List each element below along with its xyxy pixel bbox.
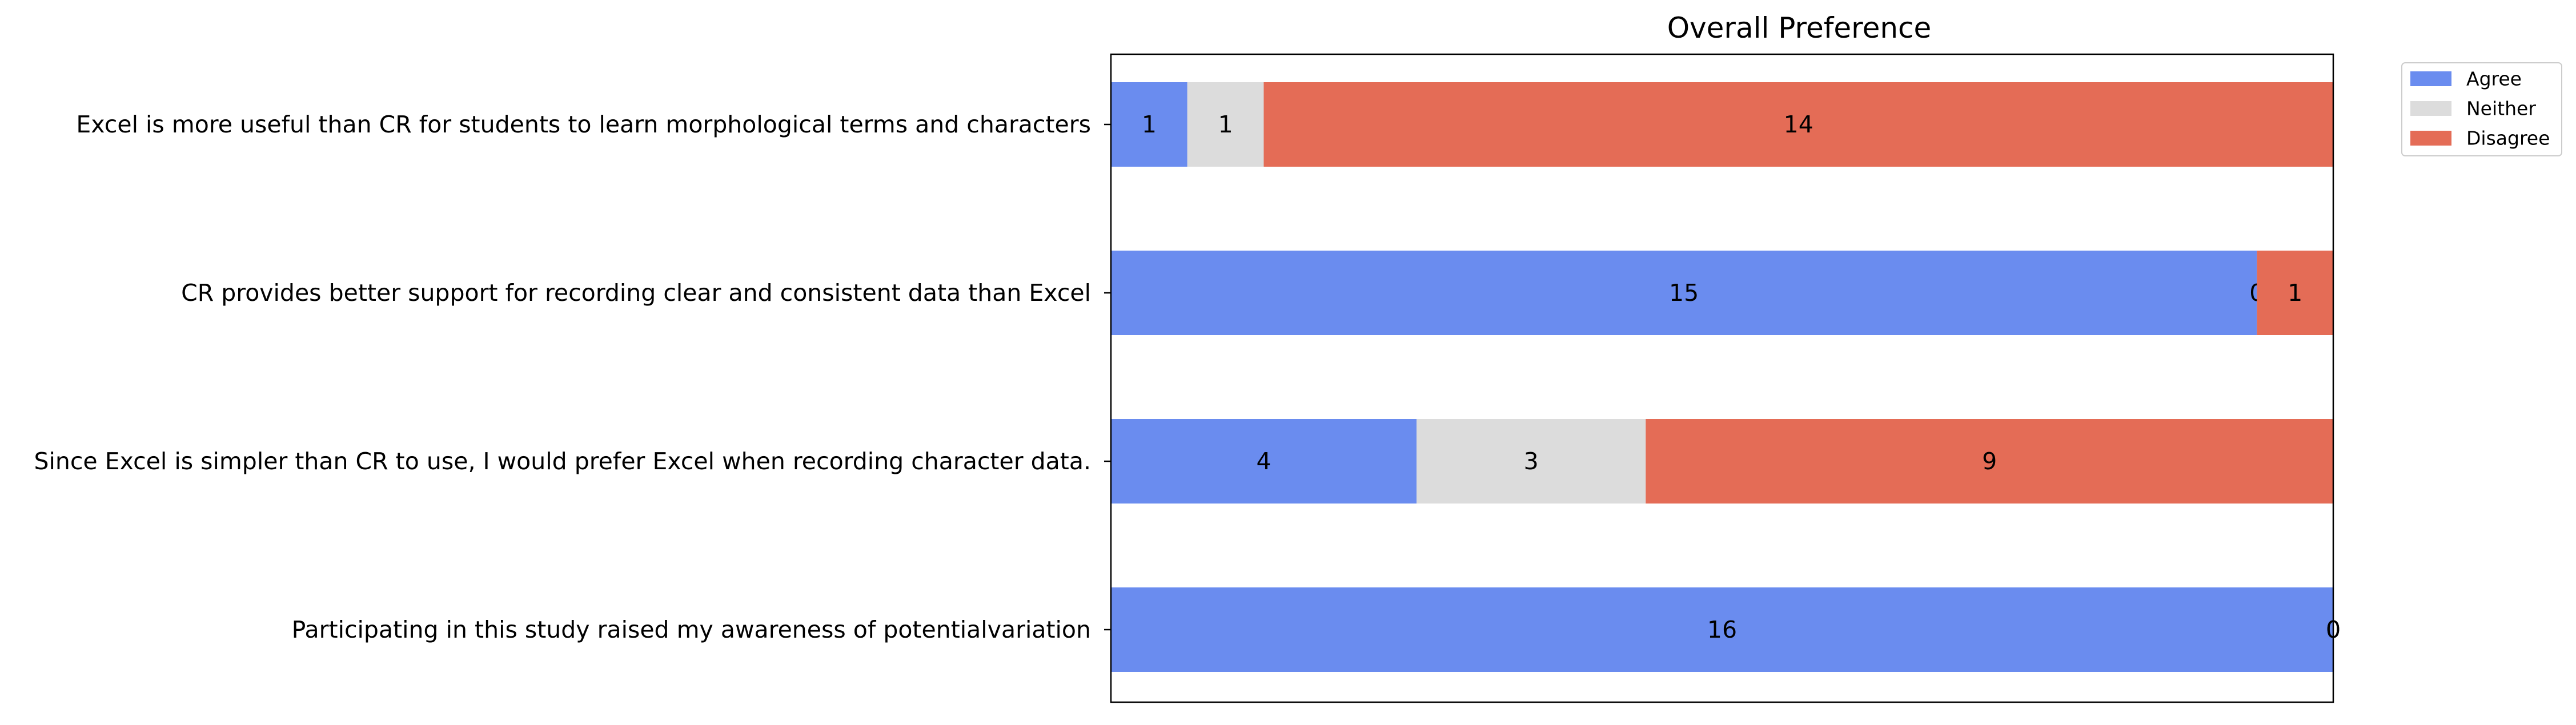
category-label-1: Excel is more useful than CR for student… [76,111,1091,138]
bar-label-neither-3: 3 [1524,448,1539,475]
bar-agree-2 [1111,251,2257,335]
bar-label-agree-1: 1 [1142,111,1157,138]
bar-label-neither-1: 1 [1218,111,1233,138]
bar-disagree-2 [2257,251,2333,335]
category-label-2: CR provides better support for recording… [181,279,1091,307]
bar-label-disagree-2: 1 [2288,279,2302,307]
bar-label-agree-4: 16 [1707,616,1737,643]
bar-label-disagree-1: 14 [1784,111,1813,138]
legend-items: Agree Neither Disagree [2410,68,2550,150]
legend-label-neither: Neither [2466,98,2536,120]
bar-label-agree-2: 15 [1669,279,1699,307]
bar-agree-4 [1111,587,2333,672]
bars-layer: 111415014391600 [1111,82,2341,672]
plot-frame [1110,53,2334,703]
legend: Agree Neither Disagree [2401,62,2562,156]
category-label-3: Since Excel is simpler than CR to use, I… [34,448,1091,475]
bar-neither-1 [1187,82,1264,167]
legend-swatch-neither [2410,101,2451,116]
legend-swatch-disagree [2410,131,2451,146]
bar-neither-3 [1417,419,1646,504]
category-labels: Excel is more useful than CR for student… [34,111,1111,643]
bar-label-disagree-3: 9 [1982,448,1997,475]
legend-label-disagree: Disagree [2466,127,2550,150]
category-label-4: Participating in this study raised my aw… [292,616,1091,643]
bar-disagree-3 [1646,419,2333,504]
legend-swatch-agree [2410,71,2451,86]
bar-label-agree-3: 4 [1256,448,1271,475]
bar-agree-3 [1111,419,1417,504]
legend-label-agree: Agree [2466,68,2522,90]
bar-disagree-1 [1263,82,2333,167]
chart-title: Overall Preference [1667,11,1932,45]
bar-agree-1 [1111,82,1187,167]
